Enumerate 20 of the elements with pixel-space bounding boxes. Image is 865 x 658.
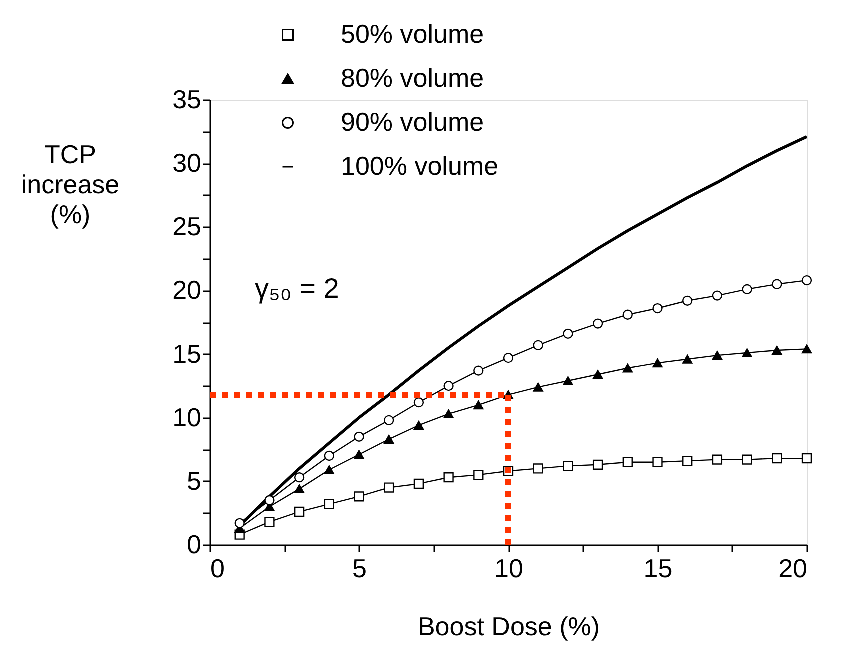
y-tick-label: 0 [187, 530, 202, 560]
y-tick-label: 35 [172, 84, 202, 114]
x-axis-title: Boost Dose (%) [418, 612, 600, 642]
x-tick-label: 5 [352, 554, 367, 584]
legend-label: 50% volume [341, 19, 484, 49]
x-tick-label: 0 [210, 554, 225, 584]
y-axis-title: TCP increase (%) [21, 140, 120, 230]
x-tick-label: 10 [494, 554, 524, 584]
y-tick-label: 30 [172, 148, 202, 178]
y-tick-label: 10 [172, 402, 202, 432]
y-tick-label: 25 [172, 212, 202, 242]
legend-label: 100% volume [341, 151, 499, 181]
y-tick-label: 15 [172, 338, 202, 369]
legend-label: 80% volume [341, 63, 484, 93]
x-tick-label: 20 [778, 554, 808, 584]
y-tick-label: 20 [172, 275, 202, 306]
legend-label: 90% volume [341, 107, 484, 137]
y-tick-label: 5 [187, 466, 202, 496]
annotation: γ₅₀ = 2 [255, 273, 340, 304]
x-tick-label: 15 [644, 554, 673, 584]
